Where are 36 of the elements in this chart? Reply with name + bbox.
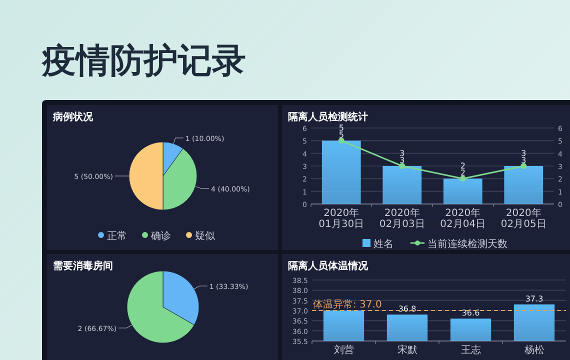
data-label: 3 xyxy=(400,149,405,158)
chart-title: 隔离人员体温情况 xyxy=(288,260,369,272)
legend-label: 姓名 xyxy=(374,238,394,250)
data-label: 2 xyxy=(460,162,466,171)
data-label: 5 xyxy=(338,130,344,140)
point xyxy=(399,163,406,169)
text: 疫情防护记录 xyxy=(41,41,246,81)
data-label: 37.3 xyxy=(525,294,544,304)
chart-title: 病例状况 xyxy=(52,111,94,123)
data-label: 3 xyxy=(521,156,526,165)
bar xyxy=(322,140,361,204)
x-tick-label: 2020年02月03日 xyxy=(379,207,425,230)
ref-line-label: 体温异常: 37.0 xyxy=(313,298,382,310)
legend-label: 正常 xyxy=(107,230,127,242)
x-tick-label: 2020年01月30日 xyxy=(318,207,364,230)
data-label: 5 xyxy=(338,124,344,133)
point xyxy=(338,138,344,144)
x-tick-label: 2020年02月05日 xyxy=(500,207,546,230)
data-label: 2 xyxy=(460,168,466,178)
x-tick-label: 杨松 xyxy=(523,344,544,356)
point xyxy=(460,176,466,182)
data-label: 3 xyxy=(400,156,405,165)
chart-title: 需要消毒房间 xyxy=(53,260,113,272)
x-tick-label: 刘营 xyxy=(334,344,354,356)
chart-title: 隔离人员检测统计 xyxy=(288,111,368,123)
legend-label: 确诊 xyxy=(150,230,171,242)
legend-label: 当前连续检测天数 xyxy=(428,238,508,250)
x-tick-label: 宋默 xyxy=(397,344,418,356)
x-tick-label: 2020年02月04日 xyxy=(440,207,486,230)
data-label: 3 xyxy=(521,149,526,158)
bar xyxy=(382,166,422,204)
bar xyxy=(504,166,544,204)
x-tick-label: 王志 xyxy=(460,344,481,356)
legend-label: 疑似 xyxy=(195,230,215,242)
bar xyxy=(443,178,482,204)
point xyxy=(520,163,527,169)
